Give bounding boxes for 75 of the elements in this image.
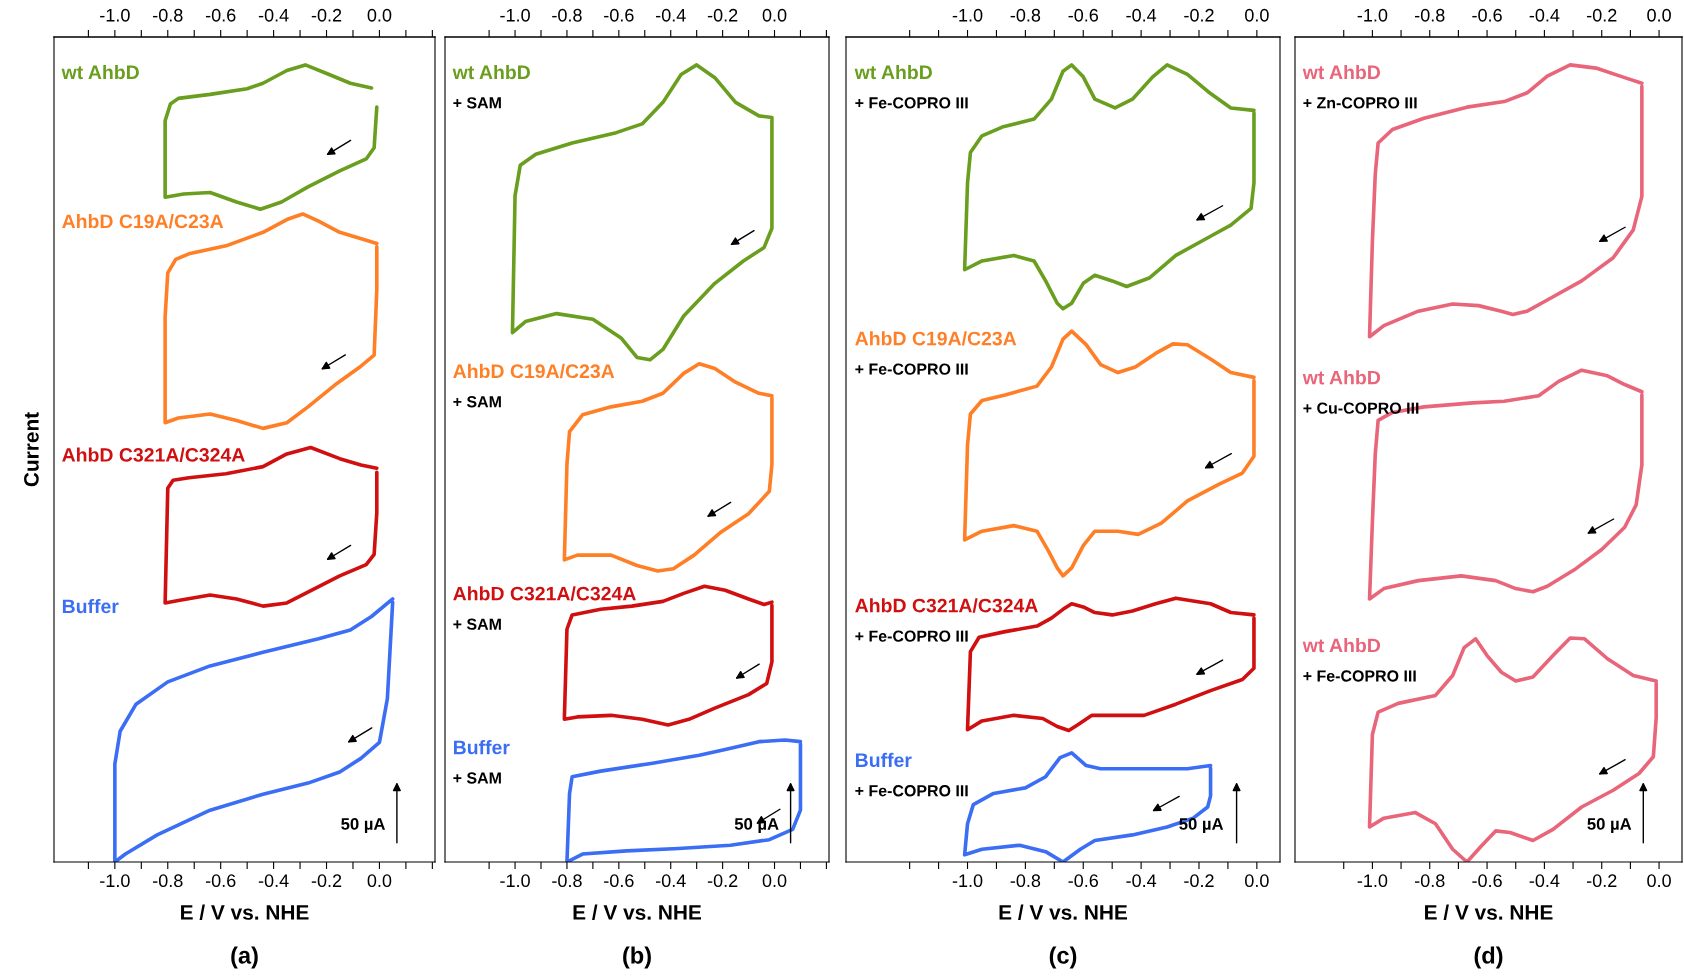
text: wt AhbD: [61, 64, 139, 80]
series-label: AhbD C321A/C324A + SAM: [453, 586, 636, 630]
x2-tick-label: -1.0: [500, 874, 530, 888]
x-tick-label: -0.8: [552, 8, 582, 22]
x2-tick-label: -0.2: [707, 874, 738, 888]
x-tick-label: -1.0: [952, 8, 983, 22]
x-tick-label: -0.4: [258, 8, 289, 22]
x2-tick-label: -1.0: [100, 874, 130, 888]
x2-tick-label: 0.0: [1647, 874, 1671, 888]
x-tick-label: 0.0: [762, 8, 787, 22]
x2-tick-label: 0.0: [1245, 874, 1269, 888]
series-label: AhbD C19A/C23A: [62, 213, 224, 229]
annotation: 50 µA: [341, 818, 386, 834]
x-tick-label: -0.4: [1529, 8, 1560, 22]
x-axis-title: E / V vs. NHE: [573, 904, 702, 921]
x2-tick-label: -1.0: [1357, 874, 1388, 888]
text: wt AhbD + SAM: [452, 64, 530, 109]
x-axis-title: E / V vs. NHE: [181, 904, 309, 921]
x-tick-label: 0.0: [1647, 8, 1671, 22]
x2-tick-label: -0.2: [1586, 874, 1617, 888]
x2-tick-label: -0.4: [1529, 874, 1560, 888]
x-tick-label: -1.0: [500, 8, 530, 22]
x2-tick-label: -0.6: [1068, 874, 1099, 888]
x-axis-title: E / V vs. NHE: [999, 904, 1128, 921]
x2-tick-label: -0.2: [311, 874, 342, 888]
x-tick-label: -0.4: [655, 8, 686, 22]
x-axis-title: E / V vs. NHE: [1425, 904, 1553, 921]
x-tick-label: -1.0: [1357, 8, 1388, 22]
x-tick-label: -0.2: [311, 8, 342, 22]
x2-tick-label: -0.6: [1472, 874, 1502, 888]
x2-tick-label: 0.0: [367, 874, 392, 888]
x-tick-label: -0.6: [1068, 8, 1099, 22]
x-tick-label: -0.6: [604, 8, 634, 22]
series-label: wt AhbD + Zn-COPRO III: [1302, 64, 1417, 109]
series-label: wt AhbD + Cu-COPRO III: [1302, 370, 1419, 414]
series-label: wt AhbD + Fe-COPRO III: [1302, 638, 1416, 682]
x-tick-label: -0.6: [1472, 8, 1502, 22]
text: Buffer + SAM: [453, 740, 510, 784]
x-tick-label: -0.2: [707, 8, 738, 22]
x2-tick-label: -0.8: [1010, 874, 1041, 888]
y-axis-title: Current: [24, 412, 39, 487]
series-label: wt AhbD + Fe-COPRO III: [854, 64, 968, 109]
annotation: 50 µA: [1179, 818, 1224, 834]
x-tick-label: -1.0: [100, 8, 130, 22]
x-tick-label: -0.4: [1126, 8, 1157, 22]
annotation: 50 µA: [1587, 818, 1632, 834]
series-label: AhbD C19A/C23A + Fe-COPRO III: [855, 331, 1017, 375]
x2-tick-label: -0.8: [1414, 874, 1445, 888]
x2-tick-label: -0.8: [153, 874, 183, 888]
x-tick-label: -0.6: [205, 8, 236, 22]
x2-tick-label: -0.2: [1184, 874, 1214, 888]
x2-tick-label: -0.4: [1126, 874, 1157, 888]
x2-tick-label: -0.4: [655, 874, 686, 888]
x-tick-label: -0.2: [1586, 8, 1617, 22]
text: (b): [623, 946, 651, 969]
series-label: AhbD C321A/C324A: [62, 447, 245, 462]
x2-tick-label: -0.6: [205, 874, 236, 888]
text: (c): [1049, 946, 1077, 969]
x2-tick-label: -0.4: [258, 874, 289, 888]
x-tick-label: -0.2: [1184, 8, 1214, 22]
x2-tick-label: 0.0: [762, 874, 787, 888]
x-tick-label: 0.0: [1245, 8, 1269, 22]
x-tick-label: -0.8: [153, 8, 183, 22]
x-tick-label: -0.8: [1010, 8, 1041, 22]
text: (a): [231, 946, 258, 969]
text: Buffer: [62, 598, 119, 614]
series-label: AhbD C19A/C23A + SAM: [453, 363, 615, 408]
x2-tick-label: -1.0: [952, 874, 983, 888]
series-label: Buffer + Fe-COPRO III: [855, 752, 968, 797]
x-tick-label: -0.8: [1414, 8, 1445, 22]
x-tick-label: 0.0: [367, 8, 392, 22]
text: (d): [1474, 946, 1503, 969]
x2-tick-label: -0.6: [604, 874, 634, 888]
x2-tick-label: -0.8: [552, 874, 582, 888]
series-label: AhbD C321A/C324A + Fe-COPRO III: [855, 598, 1038, 642]
